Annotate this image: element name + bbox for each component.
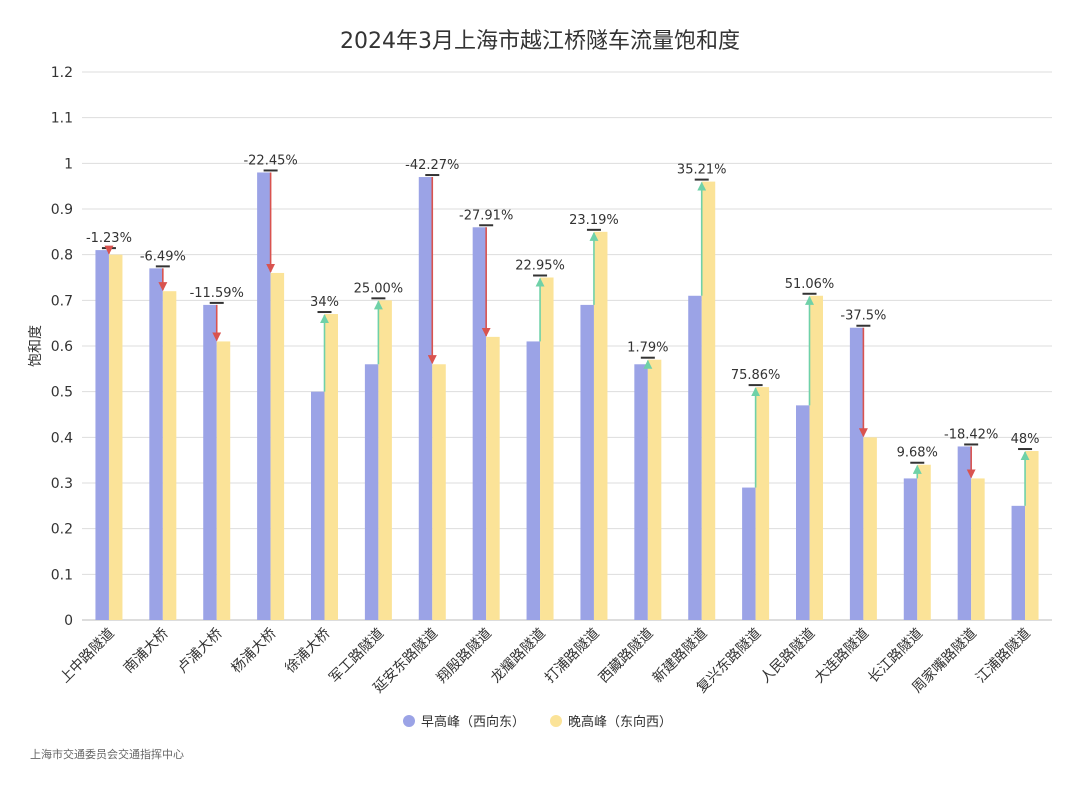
x-tick-label: 西藏路隧道 <box>596 626 657 687</box>
bar-morning-11 <box>634 364 648 620</box>
x-axis: 上中路隧道 南浦大桥 卢浦大桥 杨浦大桥 徐浦大桥军工路隧道延安东路隧道翔殷路隧道龙耀路… <box>57 625 1034 696</box>
change-label: 48% <box>1011 432 1040 447</box>
change-label: 51.06% <box>785 277 835 292</box>
y-tick-label: 0.1 <box>51 567 73 583</box>
y-tick-label: 0.3 <box>51 476 73 492</box>
bar-evening-4 <box>270 272 285 620</box>
change-label: 9.68% <box>897 446 938 461</box>
change-label: 34% <box>310 295 339 310</box>
bar-morning-4 <box>257 172 271 620</box>
chart-title: 2024年3月上海市越江桥隧车流量饱和度 <box>340 29 740 54</box>
bar-morning-8 <box>472 227 487 620</box>
x-tick-label: 翔殷路隧道 <box>434 626 495 687</box>
change-arrows <box>101 169 1033 506</box>
bar-morning-15 <box>849 327 864 620</box>
bar-evening-5 <box>324 314 338 620</box>
x-tick-label: 杨浦大桥 <box>229 626 280 677</box>
bar-morning-14 <box>796 405 810 620</box>
change-label: -6.49% <box>140 249 186 264</box>
x-tick-label: 大连路隧道 <box>811 626 872 687</box>
bar-evening-16 <box>917 464 931 620</box>
y-axis-label: 饱和度 <box>28 325 44 367</box>
change-labels: -1.23% -6.49% -11.59% -22.45% 34% 25.00% -42.2… <box>86 153 1040 460</box>
y-tick-label: 0.4 <box>51 430 73 446</box>
change-label: 35.21% <box>677 163 727 178</box>
y-tick-label: 1.2 <box>51 65 73 81</box>
bar-morning-17 <box>957 446 972 620</box>
bar-morning-3 <box>203 304 217 620</box>
change-label: -18.42% <box>944 427 998 442</box>
change-label: 25.00% <box>354 281 404 296</box>
bar-morning-7 <box>418 177 433 621</box>
bar-evening-3 <box>216 341 231 620</box>
change-label: -42.27% <box>405 158 459 173</box>
change-label: -1.23% <box>86 231 132 246</box>
legend-label-morning: 早高峰（西向东） <box>421 714 525 730</box>
legend-swatch-morning <box>403 715 415 727</box>
bar-evening-8 <box>486 336 500 620</box>
bar-morning-6 <box>364 364 379 620</box>
x-tick-label: 龙耀路隧道 <box>488 626 549 687</box>
bar-evening-10 <box>593 231 608 621</box>
bar-morning-18 <box>1011 505 1026 620</box>
change-label: 75.86% <box>731 368 781 383</box>
change-label: 22.95% <box>515 259 565 274</box>
x-tick-label: 人民路隧道 <box>758 626 819 687</box>
bar-evening-14 <box>809 295 823 620</box>
bar-evening-11 <box>647 359 662 620</box>
bar-evening-12 <box>701 181 716 620</box>
x-tick-label: 卢浦大桥 <box>175 626 226 677</box>
bar-morning-13 <box>742 487 756 620</box>
y-tick-label: 0.8 <box>51 248 73 264</box>
legend-swatch-evening <box>550 715 562 727</box>
change-label: 23.19% <box>569 213 619 228</box>
x-tick-label: 徐浦大桥 <box>282 626 333 677</box>
source-note: 上海市交通委员会交通指挥中心 <box>30 747 184 761</box>
y-tick-label: 1 <box>64 156 73 172</box>
legend: 早高峰（西向东） 晚高峰（东向西） <box>403 714 672 730</box>
bar-evening-17 <box>971 478 985 620</box>
bar-morning-16 <box>903 478 918 620</box>
change-label: -37.5% <box>840 309 886 324</box>
x-tick-label: 打浦路隧道 <box>541 625 603 687</box>
y-tick-label: 0.9 <box>51 202 73 218</box>
y-tick-label: 0.7 <box>51 293 73 309</box>
y-tick-label: 0.6 <box>51 339 73 355</box>
x-tick-label: 上中路隧道 <box>57 626 118 687</box>
y-tick-label: 0 <box>64 613 73 629</box>
y-tick-label: 0.2 <box>51 522 73 538</box>
bar-morning-5 <box>311 391 325 620</box>
bar-evening-13 <box>755 387 770 620</box>
bar-evening-2 <box>162 291 177 620</box>
gridlines: 0 0.1 0.2 0.3 0.4 0.5 0.6 0.7 0.8 0.9 1 1.1 1.2 <box>51 65 1052 629</box>
bar-evening-15 <box>863 437 877 620</box>
bar-morning-12 <box>688 295 702 620</box>
y-tick-label: 0.5 <box>51 385 73 401</box>
x-tick-label: 江浦路隧道 <box>973 626 1034 687</box>
change-label: -27.91% <box>459 208 513 223</box>
bar-evening-9 <box>540 277 554 620</box>
bar-evening-6 <box>378 300 392 620</box>
x-tick-label: 南浦大桥 <box>121 626 172 677</box>
bar-evening-7 <box>432 364 446 620</box>
bar-morning-9 <box>526 341 541 620</box>
bar-evening-18 <box>1025 451 1039 620</box>
change-label: -22.45% <box>243 153 297 168</box>
legend-label-evening: 晚高峰（东向西） <box>568 714 672 730</box>
bar-morning-2 <box>149 268 163 620</box>
change-label: 1.79% <box>627 341 668 356</box>
bar-morning-10 <box>580 304 594 620</box>
bar-morning-1 <box>95 250 109 620</box>
change-label: -11.59% <box>190 286 244 301</box>
bar-evening-1 <box>108 254 123 620</box>
bars <box>95 172 1039 621</box>
y-tick-label: 1.1 <box>51 111 73 127</box>
